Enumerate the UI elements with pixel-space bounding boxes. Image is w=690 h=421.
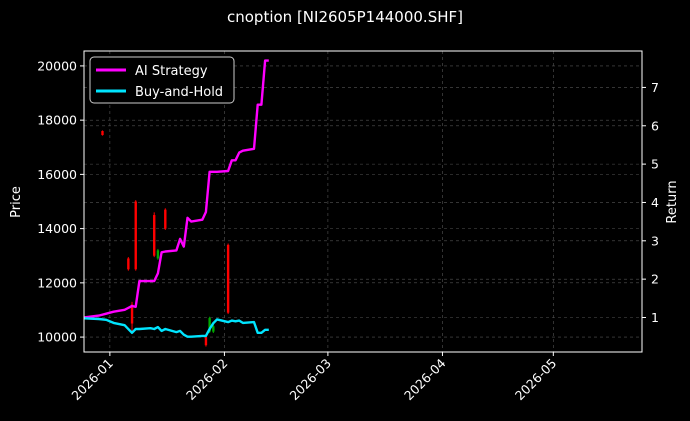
chart-title: cnoption [NI2605P144000.SHF]: [227, 8, 463, 26]
candle: [153, 215, 156, 256]
y-axis-label-right: Return: [665, 180, 680, 223]
y-tick-label-right: 4: [651, 195, 659, 210]
y-tick-label-right: 1: [651, 310, 659, 325]
y-tick-label-left: 12000: [37, 275, 77, 290]
y-tick-label-right: 5: [651, 157, 659, 172]
candle: [134, 201, 137, 270]
y-tick-label-left: 20000: [37, 58, 77, 73]
y-tick-label-right: 7: [651, 80, 659, 95]
plot-frame: [83, 50, 643, 353]
x-date-axis: 2026-01 2026-02 2026-03 2026-04 2026-05: [68, 352, 559, 403]
y-tick-label-right: 6: [651, 118, 659, 133]
x-tick-label: 2026-05: [512, 356, 560, 404]
legend-ai-strategy-label: AI Strategy: [135, 64, 208, 79]
y-tick-label-right: 3: [651, 233, 659, 248]
price-candles: [101, 130, 230, 347]
series-line: [83, 59, 269, 319]
candle: [101, 130, 104, 136]
candle: [208, 318, 211, 332]
y-axis-label-left: Price: [9, 186, 24, 218]
candle: [226, 244, 230, 313]
x-tick-label: 2026-04: [401, 355, 449, 403]
x-tick-label: 2026-01: [68, 356, 116, 404]
candle: [130, 304, 134, 324]
right-return-axis: 1 2 3 4 5 6 7: [642, 80, 659, 325]
x-tick-label: 2026-03: [286, 356, 334, 404]
candle: [156, 250, 160, 259]
candle: [164, 209, 167, 229]
series-line: [83, 317, 269, 338]
candle: [127, 258, 130, 270]
candle: [212, 326, 215, 332]
y-tick-label-left: 10000: [37, 330, 77, 345]
y-tick-label-left: 16000: [37, 167, 77, 182]
y-tick-label-left: 14000: [37, 221, 77, 236]
y-tick-label-right: 2: [651, 272, 659, 287]
return-lines: [83, 59, 269, 338]
y-tick-label-left: 18000: [37, 113, 77, 128]
x-tick-label: 2026-02: [183, 356, 231, 404]
candle: [204, 337, 208, 346]
left-price-axis: 10000 12000 14000 16000 18000 20000: [37, 58, 84, 345]
chart-legend: AI Strategy Buy-and-Hold: [89, 56, 235, 104]
legend-buy-and-hold-label: Buy-and-Hold: [135, 85, 223, 100]
